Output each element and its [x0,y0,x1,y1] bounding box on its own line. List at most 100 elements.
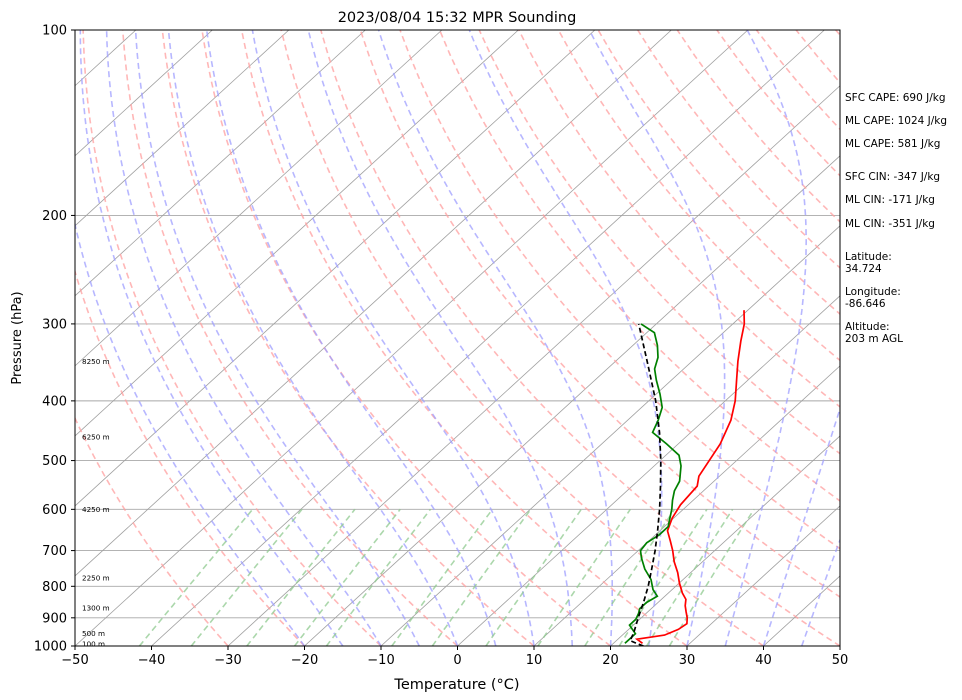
isotherm-line [75,30,443,367]
y-tick-label: 900 [42,611,67,626]
x-tick-label: −30 [214,653,241,668]
isotherm-line [227,85,840,646]
x-tick-label: −40 [138,653,165,668]
mixing-ratio-line [190,508,303,646]
mixing-ratio-line [618,508,708,646]
x-tick-label: 10 [526,653,543,668]
moist-adiabat-line [167,30,459,646]
moist-adiabat-line [134,30,421,646]
isotherm-line [75,30,366,297]
height-label: 100 m [82,640,105,649]
isotherm-line [380,225,840,646]
isotherm-line [75,30,213,157]
dry-adiabat-line [359,30,840,598]
height-label: 8250 m [82,357,110,366]
isotherm-line [610,435,840,646]
sounding-line [624,323,682,644]
isotherm-line [457,295,840,646]
dry-adiabat-line [955,30,962,646]
axes: −50 −40 −30 −20 −10 0 10 20 30 40 50 1000 900 800 700 6… [34,24,848,669]
isotherm-line [151,30,825,646]
moist-adiabat-line [468,30,663,646]
height-label: 2250 m [82,573,110,582]
data-series [624,310,746,646]
y-axis-label: Pressure (hPa) [10,291,25,384]
x-axis-label: Temperature (°C) [393,677,519,693]
ml-cape-text-1: ML CAPE: 1024 J/kg [845,115,948,127]
x-tick-label: 30 [679,653,696,668]
mixing-ratio-line [325,508,432,646]
moist-adiabat-line [377,30,614,646]
height-label: 500 m [82,629,105,638]
sfc-cin-text: SFC CIN: -347 J/kg [845,171,941,183]
isotherm-line [304,155,840,646]
dry-adiabat-line [240,30,688,646]
isotherm-line [686,505,840,646]
mixing-ratio-line [246,508,356,646]
dry-adiabat-line [161,30,535,646]
mixing-ratio-line [645,508,734,646]
isotherm-line [75,30,749,646]
x-tick-label: −10 [367,653,394,668]
ml-cin-text-2: ML CIN: -351 J/kg [845,218,935,230]
y-tick-label: 200 [42,209,67,224]
y-tick-label: 300 [42,317,67,332]
height-label: 1300 m [82,604,110,613]
background-lines [75,30,962,646]
chart-title: 2023/08/04 15:32 MPR Sounding [338,10,577,26]
dry-adiabat-line [121,30,459,646]
moist-adiabat-line [762,406,840,646]
y-tick-label: 100 [42,24,67,39]
mixing-ratio-line [431,508,532,646]
dry-adiabat-line [320,30,840,646]
moist-adiabat-line [251,30,535,646]
isotherm-line [75,30,290,227]
y-tick-label: 600 [42,503,67,518]
ml-cape-text-2: ML CAPE: 581 J/kg [845,138,941,150]
x-tick-label: 0 [453,653,461,668]
x-tick-label: −50 [61,653,88,668]
moist-adiabat-line [724,30,808,646]
dry-adiabat-line [597,30,840,316]
moist-adiabat-line [105,30,382,646]
sounding-line [629,323,662,646]
y-tick-label: 800 [42,580,67,595]
plot-frame [74,29,841,647]
longitude-label: Longitude: [845,286,901,298]
mixing-ratio-line [293,508,401,646]
isotherm-line [75,30,672,577]
mixing-ratio-line [584,508,676,646]
mixing-ratio-line [537,508,631,646]
moist-adiabat-line [307,30,574,646]
moist-adiabat-line [205,30,497,646]
y-tick-label: 500 [42,454,67,469]
mixing-ratio-line [391,508,494,646]
sounding-line [634,310,746,644]
x-tick-label: 20 [602,653,619,668]
height-label: 6250 m [82,433,110,442]
y-tick-label: 400 [42,394,67,409]
mixing-ratio-line [138,508,254,646]
isotherm-line [75,30,596,507]
dry-adiabat-line [82,30,382,646]
moist-adiabat-line [79,30,344,646]
y-tick-label: 1000 [34,640,67,655]
moist-adiabat-line [75,221,306,646]
longitude-value: -86.646 [845,298,886,310]
ml-cin-text-1: ML CIN: -171 J/kg [845,194,935,206]
y-tick-label: 700 [42,544,67,559]
altitude-value: 203 m AGL [845,333,903,345]
height-label: 4250 m [82,505,110,514]
latitude-value: 34.724 [845,263,882,275]
x-tick-label: −20 [291,653,318,668]
isotherm-line [75,30,519,437]
sfc-cape-text: SFC CAPE: 690 J/kg [845,92,946,104]
dry-adiabat-line [280,30,764,646]
latitude-label: Latitude: [845,251,892,263]
x-tick-label: 50 [832,653,849,668]
mixing-ratio-line [485,508,582,646]
altitude-label: Altitude: [845,321,890,333]
x-tick-label: 40 [755,653,772,668]
height-labels: 100 m 500 m 1300 m 2250 m 4250 m 6250 m 8250 m [82,357,110,649]
